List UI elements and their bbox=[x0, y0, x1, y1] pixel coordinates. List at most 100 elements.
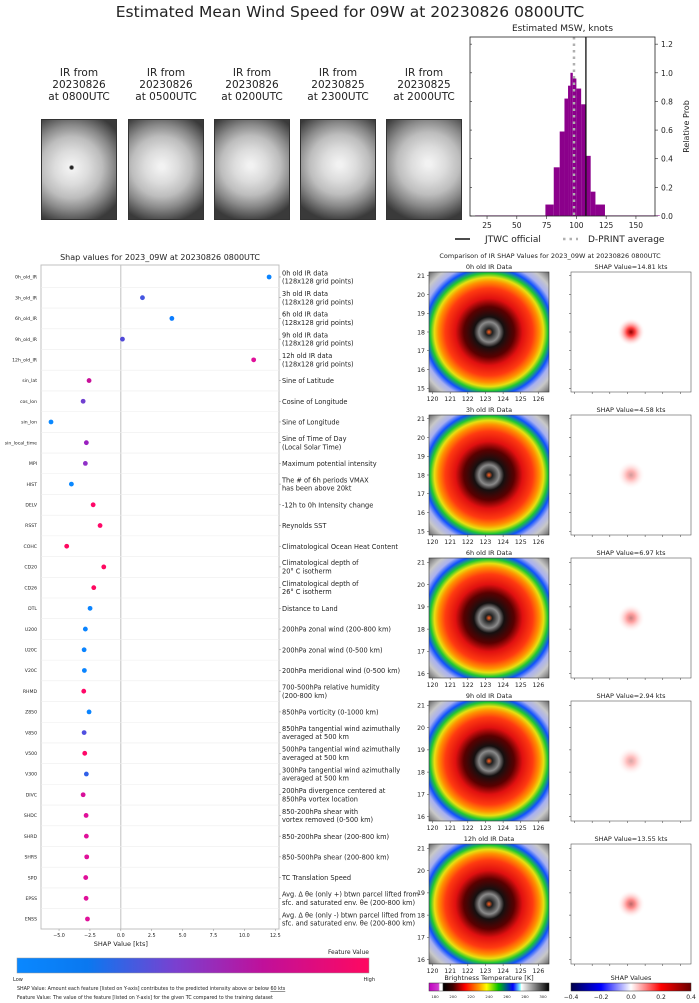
lon-tick-label: 122 bbox=[462, 682, 474, 689]
lon-tick-label: 126 bbox=[533, 396, 545, 403]
feature-description: The # of 6h periods VMAX bbox=[281, 476, 369, 484]
shap-point bbox=[91, 585, 97, 591]
feature-name: CD26 bbox=[24, 585, 37, 591]
ir-thumbnail-image bbox=[386, 119, 462, 220]
feature-description: 700-500hPa relative humidity bbox=[282, 683, 380, 691]
lon-tick-label: 126 bbox=[533, 825, 545, 832]
lon-tick-label: 120 bbox=[427, 539, 439, 546]
ir-map-image bbox=[429, 844, 549, 964]
histogram-bar bbox=[595, 204, 605, 216]
shap-point bbox=[169, 316, 175, 321]
lon-tick-label: 124 bbox=[497, 682, 509, 689]
lon-tick-label: 124 bbox=[497, 825, 509, 832]
feature-name: cos_lon bbox=[20, 399, 37, 405]
feature-description: Climatological depth of bbox=[282, 580, 359, 588]
ir-thumbnail-image bbox=[214, 119, 290, 220]
shap-map-hotspot bbox=[617, 461, 645, 489]
lat-tick-label: 18 bbox=[417, 472, 425, 479]
lon-tick-label: 123 bbox=[480, 682, 492, 689]
histogram-bar bbox=[576, 88, 582, 216]
feature-name: 6h_old_IR bbox=[15, 316, 38, 322]
thumbnail-label-line: IR from bbox=[404, 67, 444, 79]
thumbnail-label-line: 20230826 bbox=[52, 79, 106, 91]
feature-description: 850hPa tangential wind azimuthally bbox=[282, 725, 400, 733]
feature-description: Climatological Ocean Heat Content bbox=[282, 543, 398, 551]
shap-panel-title: SHAP Value=13.55 kts bbox=[594, 835, 668, 843]
lat-tick-label: 17 bbox=[417, 348, 425, 355]
lon-tick-label: 120 bbox=[427, 682, 439, 689]
y-tick-label: 1.0 bbox=[661, 69, 673, 78]
feature-description: TC Translation Speed bbox=[281, 874, 351, 882]
feature-description: Avg. Δ θe (only +) btwn parcel lifted fr… bbox=[282, 891, 419, 899]
lat-tick-label: 15 bbox=[417, 386, 425, 393]
feature-description: 300hPa tangential wind azimuthally bbox=[282, 766, 400, 774]
x-tick-label: −2.5 bbox=[84, 933, 96, 939]
shap-point bbox=[81, 668, 87, 673]
feature-name: 9h_old_IR bbox=[15, 337, 38, 343]
shap-point bbox=[251, 357, 257, 363]
lat-tick-label: 21 bbox=[417, 416, 425, 423]
lat-tick-label: 17 bbox=[417, 649, 425, 656]
feature-description: 6h old IR data bbox=[282, 311, 328, 319]
lon-tick-label: 124 bbox=[497, 539, 509, 546]
feature-description: 850-200hPa shear with bbox=[282, 808, 358, 816]
shap-point bbox=[87, 605, 93, 611]
y-tick-label: 0.0 bbox=[661, 212, 673, 221]
shap-point bbox=[83, 833, 89, 839]
y-axis-label: Relative Prob bbox=[682, 100, 691, 153]
feature-description: 12h old IR data bbox=[282, 352, 332, 360]
thumbnail-label-line: at 0200UTC bbox=[221, 91, 283, 103]
ir-map-image bbox=[429, 701, 549, 821]
lat-tick-label: 16 bbox=[417, 957, 425, 964]
ir-map-frame bbox=[428, 557, 550, 679]
feature-description: Maximum potential intensity bbox=[282, 460, 377, 468]
feature-name: DELV bbox=[25, 503, 37, 509]
ir-thumbnail-image bbox=[128, 119, 204, 220]
feature-description: Climatological depth of bbox=[282, 559, 359, 567]
lon-tick-label: 120 bbox=[427, 825, 439, 832]
thumbnail-label-line: IR from bbox=[146, 67, 186, 79]
thumbnail-label-line: 20230826 bbox=[139, 79, 193, 91]
lat-tick-label: 20 bbox=[417, 582, 425, 589]
shap-map-hotspot bbox=[617, 747, 645, 775]
feature-description: Sine of Latitude bbox=[282, 377, 334, 385]
ir-shap-comparison: Comparison of IR SHAP Values for 2023_09… bbox=[417, 252, 696, 1001]
ir-thumbnail-image bbox=[300, 119, 376, 220]
thumbnail-label-line: 20230826 bbox=[225, 79, 279, 91]
x-tick-label: 7.5 bbox=[210, 933, 218, 939]
shap-panel-title: SHAP Value=4.58 kts bbox=[597, 406, 667, 414]
feature-description: (128x128 grid points) bbox=[282, 278, 354, 286]
lon-tick-label: 122 bbox=[462, 825, 474, 832]
lon-tick-label: 122 bbox=[462, 968, 474, 975]
feature-name: 0h_old_IR bbox=[15, 275, 38, 281]
feature-name: 3h_old_IR bbox=[15, 295, 38, 301]
feature-name: ENSS bbox=[25, 917, 37, 923]
thumbnail-label-line: IR from bbox=[59, 67, 99, 79]
feature-description: Distance to Land bbox=[282, 605, 338, 613]
footnote-feature: Feature Value: The value of the feature … bbox=[17, 995, 273, 1001]
feature-name: Z850 bbox=[25, 710, 37, 716]
shap-point bbox=[82, 626, 88, 632]
shap-point bbox=[83, 813, 89, 818]
shap-point bbox=[81, 647, 87, 653]
thumbnail-label: IR from 20230826 at 0800UTC bbox=[34, 67, 124, 103]
thumbnail-label-line: at 0800UTC bbox=[48, 91, 110, 103]
lat-tick-label: 19 bbox=[417, 311, 425, 318]
lon-tick-label: 123 bbox=[480, 968, 492, 975]
shap-point bbox=[83, 875, 89, 880]
feature-description: sfc. and saturated env. θe (200-800 km) bbox=[282, 920, 415, 928]
shap-point bbox=[86, 709, 92, 715]
lon-tick-label: 125 bbox=[515, 682, 527, 689]
lon-tick-label: 120 bbox=[427, 968, 439, 975]
lat-tick-label: 20 bbox=[417, 725, 425, 732]
bt-tick-label: 300 bbox=[539, 994, 547, 999]
shap-point bbox=[266, 274, 272, 280]
thumbnail-label: IR from 20230825 at 2300UTC bbox=[293, 67, 383, 103]
lat-tick-label: 15 bbox=[417, 529, 425, 536]
thumbnail-label: IR from 20230826 at 0200UTC bbox=[207, 67, 297, 103]
histogram-bar bbox=[553, 167, 560, 216]
lon-tick-label: 121 bbox=[444, 396, 456, 403]
thumbnail-label-line: at 2000UTC bbox=[393, 91, 455, 103]
shap-point bbox=[81, 730, 87, 736]
feature-name: V20C bbox=[25, 668, 37, 674]
